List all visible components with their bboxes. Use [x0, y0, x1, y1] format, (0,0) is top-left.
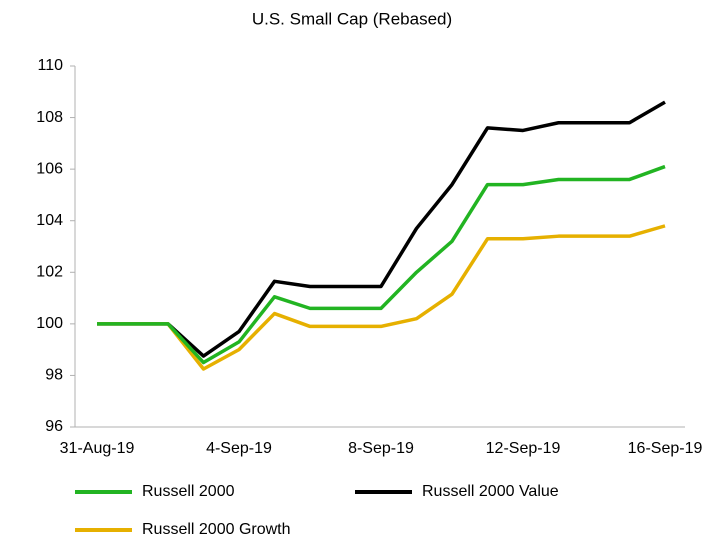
y-tick-label: 106 — [36, 160, 63, 177]
legend-label: Russell 2000 Value — [422, 483, 559, 500]
x-tick-label: 16-Sep-19 — [628, 440, 703, 457]
y-tick-label: 98 — [45, 367, 63, 384]
y-tick-label: 110 — [37, 57, 63, 74]
x-tick-label: 12-Sep-19 — [486, 440, 561, 457]
y-tick-label: 102 — [36, 264, 63, 281]
series-line — [97, 164, 666, 365]
series-line — [97, 224, 666, 371]
x-tick-label: 4-Sep-19 — [206, 440, 272, 457]
chart-title: U.S. Small Cap (Rebased) — [252, 9, 452, 28]
y-tick-label: 104 — [36, 212, 63, 229]
y-tick-label: 108 — [36, 109, 63, 126]
series-line — [97, 100, 666, 358]
legend-label: Russell 2000 Growth — [142, 521, 291, 538]
y-tick-label: 100 — [36, 315, 63, 332]
y-tick-label: 96 — [45, 418, 63, 435]
legend-label: Russell 2000 — [142, 483, 235, 500]
x-tick-label: 31-Aug-19 — [60, 440, 135, 457]
x-tick-label: 8-Sep-19 — [348, 440, 414, 457]
